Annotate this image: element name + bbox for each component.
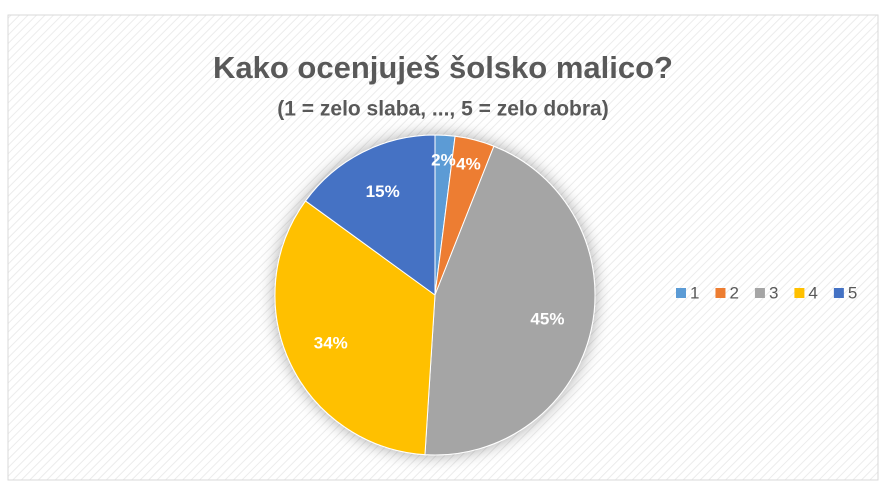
pie — [274, 134, 596, 456]
legend-swatch — [754, 288, 765, 298]
pie-slice — [274, 200, 436, 456]
data-label: 45% — [530, 310, 564, 329]
data-label: 34% — [314, 334, 348, 353]
legend-label: 3 — [769, 283, 778, 302]
data-label: 4% — [456, 154, 481, 173]
pie-slice — [424, 145, 596, 456]
legend-label: 2 — [729, 283, 738, 302]
chart-subtitle: (1 = zelo slaba, ..., 5 = zelo dobra) — [277, 98, 608, 121]
chart-title: Kako ocenjuješ šolsko malico? — [213, 50, 673, 85]
legend-label: 1 — [690, 283, 699, 302]
pie-slice — [304, 134, 436, 296]
legend-label: 5 — [848, 283, 857, 302]
legend-swatch — [676, 288, 686, 298]
legend-swatch — [715, 288, 726, 298]
data-label: 15% — [366, 182, 400, 201]
legend-swatch — [794, 288, 805, 298]
data-label: 2% — [431, 150, 456, 169]
legend-label: 4 — [808, 283, 817, 302]
legend-swatch — [833, 288, 844, 298]
